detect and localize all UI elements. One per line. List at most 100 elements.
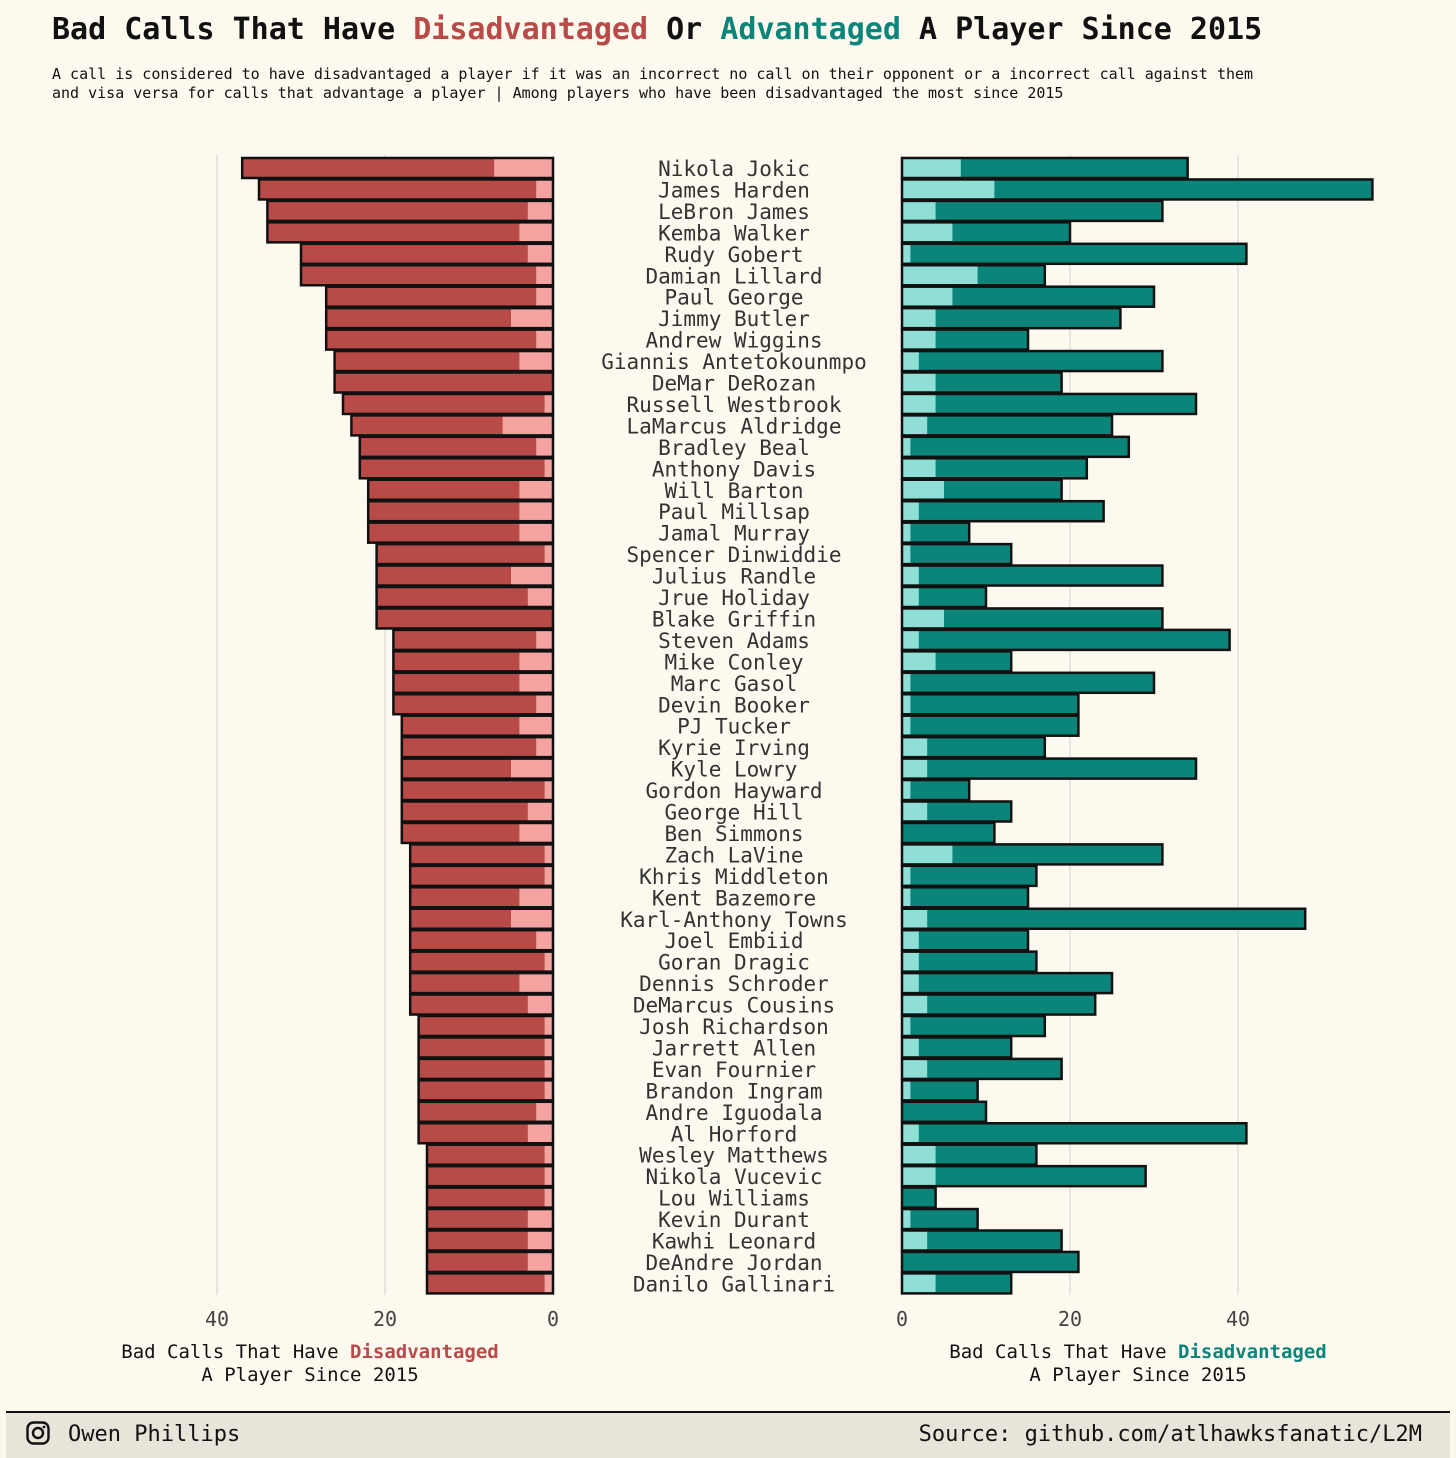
bar-right-outline bbox=[900, 886, 1030, 909]
bar-left-outline bbox=[358, 457, 555, 480]
bar-left-light bbox=[544, 458, 553, 479]
bar-right-light bbox=[902, 994, 928, 1015]
bar-right-outline bbox=[900, 671, 1156, 695]
player-name: Karl-Anthony Towns bbox=[620, 908, 848, 932]
bar-right-total bbox=[902, 351, 1163, 372]
title-part1: Bad Calls That Have bbox=[52, 12, 414, 47]
subtitle-line1: A call is considered to have disadvantag… bbox=[52, 65, 1254, 83]
bar-right-light bbox=[902, 351, 919, 372]
bar-right-total bbox=[902, 887, 1028, 908]
bar-left-total bbox=[359, 458, 553, 479]
bar-right-total bbox=[902, 715, 1079, 736]
bar-left-light bbox=[519, 351, 553, 372]
bar-right-total bbox=[902, 737, 1045, 758]
bar-left-light bbox=[544, 951, 553, 972]
bar-left-total bbox=[326, 329, 553, 350]
player-name: Kyle Lowry bbox=[671, 758, 797, 782]
bar-left-light bbox=[527, 1209, 553, 1230]
bar-right-total bbox=[902, 758, 1196, 779]
bar-left-light bbox=[511, 908, 553, 929]
bar-left-total bbox=[267, 200, 553, 221]
player-name: Nikola Jokic bbox=[658, 157, 810, 181]
bar-left-outline bbox=[408, 928, 555, 952]
player-name: Lou Williams bbox=[658, 1187, 810, 1211]
bar-left-light bbox=[527, 1123, 553, 1144]
bar-right-total bbox=[902, 1037, 1012, 1058]
bar-right-outline bbox=[900, 521, 971, 544]
bar-left-outline bbox=[408, 971, 555, 995]
bar-right-total bbox=[902, 672, 1154, 693]
bar-right-total bbox=[902, 1209, 978, 1230]
bar-right-outline bbox=[900, 499, 1105, 523]
bar-right-total bbox=[902, 1123, 1247, 1144]
bar-left-total bbox=[393, 694, 553, 715]
bar-left-light bbox=[527, 801, 553, 822]
player-name: Zach LaVine bbox=[664, 843, 803, 867]
bar-right-outline bbox=[900, 928, 1030, 952]
player-name: Russell Westbrook bbox=[627, 393, 842, 417]
player-name: Kevin Durant bbox=[658, 1208, 810, 1232]
bar-right-outline bbox=[900, 1100, 988, 1124]
right-axis-title-part2: Disadvantaged bbox=[1178, 1341, 1327, 1363]
bar-left-outline bbox=[417, 1036, 555, 1059]
title-part5: A Player Since 2015 bbox=[900, 12, 1263, 47]
bar-left-total bbox=[418, 1058, 553, 1079]
bar-left-total bbox=[393, 672, 553, 693]
bar-right-outline bbox=[900, 950, 1038, 973]
player-name: Al Horford bbox=[671, 1122, 797, 1146]
bar-right-light bbox=[902, 930, 919, 951]
player-name: Kawhi Leonard bbox=[652, 1230, 816, 1254]
bar-right-outline bbox=[900, 800, 1013, 823]
bar-left-outline bbox=[425, 1250, 555, 1274]
author-name: Owen Phillips bbox=[68, 1422, 241, 1447]
bar-left-light bbox=[544, 1080, 553, 1101]
bar-right-total bbox=[902, 951, 1037, 972]
bar-left-light bbox=[536, 930, 553, 951]
player-name: Bradley Beal bbox=[658, 436, 810, 460]
player-name: Rudy Gobert bbox=[664, 243, 803, 267]
bar-right-light bbox=[902, 801, 928, 822]
bar-left-light bbox=[544, 1016, 553, 1036]
bar-right-light bbox=[902, 608, 944, 629]
bar-left-light bbox=[536, 737, 553, 758]
bar-right-outline bbox=[900, 1229, 1063, 1252]
player-name: Marc Gasol bbox=[671, 672, 797, 696]
bar-right-outline bbox=[900, 178, 1374, 201]
bar-left-outline bbox=[350, 414, 555, 437]
bar-left-outline bbox=[324, 306, 555, 330]
bar-left-outline bbox=[408, 907, 555, 930]
bar-right-light bbox=[902, 458, 936, 479]
bar-left-light bbox=[544, 1144, 553, 1165]
bar-right-light bbox=[902, 758, 928, 779]
tick-label-left: 20 bbox=[373, 1307, 397, 1331]
bar-right-outline bbox=[900, 1250, 1080, 1274]
bar-right-total bbox=[902, 200, 1163, 221]
player-name: Goran Dragic bbox=[658, 951, 810, 975]
bar-left-total bbox=[427, 1187, 553, 1208]
bar-left-light bbox=[544, 1058, 553, 1079]
left-bars bbox=[240, 156, 555, 1295]
bar-right-total bbox=[902, 865, 1037, 886]
bar-right-outline bbox=[900, 757, 1198, 780]
bar-right-light bbox=[902, 544, 911, 565]
player-name: Ben Simmons bbox=[664, 822, 803, 846]
bar-left-total bbox=[427, 1166, 553, 1187]
bar-left-total bbox=[301, 265, 553, 286]
bar-right-light bbox=[902, 501, 919, 522]
bar-right-light bbox=[902, 265, 978, 286]
bar-right-total bbox=[902, 415, 1112, 436]
bar-left-outline bbox=[408, 886, 555, 909]
bar-left-outline bbox=[417, 1057, 555, 1081]
bar-right-outline bbox=[900, 1164, 1147, 1188]
bar-left-outline bbox=[266, 199, 555, 223]
bar-right-light bbox=[902, 479, 944, 500]
bar-right-outline bbox=[900, 585, 988, 609]
bar-right-outline bbox=[900, 306, 1122, 330]
bar-right-total bbox=[902, 844, 1163, 865]
bar-right-total bbox=[902, 522, 970, 543]
instagram-icon[interactable] bbox=[26, 1421, 50, 1445]
bar-right-light bbox=[902, 200, 936, 221]
player-name: Gordon Hayward bbox=[645, 779, 822, 803]
bar-right-outline bbox=[900, 864, 1038, 888]
source-text: Source: github.com/atlhawksfanatic/L2M bbox=[918, 1422, 1422, 1447]
